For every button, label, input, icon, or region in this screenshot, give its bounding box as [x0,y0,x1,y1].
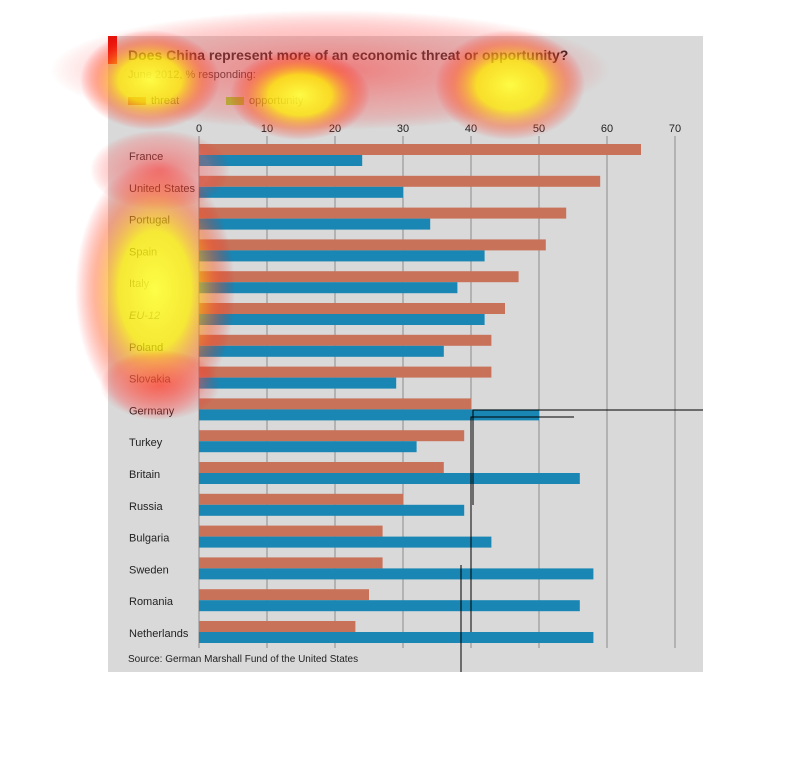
threat-bar [199,271,519,283]
threat-bar [199,525,383,537]
category-label: Romania [129,596,174,608]
category-label: United States [129,183,196,195]
opportunity-bar [199,473,580,484]
threat-bar [199,557,383,569]
x-tick-label-0: 0 [196,123,202,135]
threat-bar [199,398,471,410]
threat-bar [199,207,567,219]
opportunity-bar [199,409,539,421]
threat-bar [199,589,369,601]
category-label: Slovakia [129,374,171,386]
category-label: Bulgaria [129,533,170,545]
threat-bar [199,144,641,155]
annotation-line [472,409,703,505]
x-tick-label-70: 70 [669,123,681,135]
opportunity-bar [199,600,580,612]
opportunity-bar [199,568,594,580]
category-label: Germany [129,405,175,417]
x-tick-label-40: 40 [465,123,477,135]
x-tick-label-10: 10 [261,123,273,135]
category-label: Russia [129,501,164,513]
annotation-line [470,416,574,632]
threat-bar [199,430,465,442]
opportunity-bar [199,441,417,453]
opportunity-bar [199,377,397,389]
threat-bar [199,493,403,505]
source-note: Source: German Marshall Fund of the Unit… [128,654,359,665]
opportunity-bar [199,632,594,643]
category-label: France [129,151,163,163]
category-label: Britain [129,469,160,481]
opportunity-bar [199,186,403,198]
category-label: Poland [129,342,163,354]
opportunity-bar [199,314,485,325]
threat-bar [199,239,546,251]
category-label: Portugal [129,215,170,227]
opportunity-bar [199,282,458,294]
threat-bar [199,175,601,187]
opportunity-bar [199,345,444,357]
opportunity-bar [199,504,465,516]
x-tick-label-60: 60 [601,123,613,135]
threat-bar [199,621,356,632]
category-label: Spain [129,246,157,258]
x-tick-label-50: 50 [533,123,545,135]
opportunity-bar [199,218,431,230]
threat-bar [199,462,444,473]
category-label: Netherlands [129,628,189,640]
threat-bar [199,366,492,378]
category-label: Turkey [129,437,163,449]
opportunity-bar [199,155,363,166]
opportunity-bar [199,250,485,262]
opportunity-bar [199,536,492,548]
category-label: Sweden [129,564,169,576]
x-tick-label-20: 20 [329,123,341,135]
threat-bar [199,303,505,314]
category-label: EU-12 [129,310,160,322]
x-tick-label-30: 30 [397,123,409,135]
threat-bar [199,334,492,346]
category-label: Italy [129,278,150,290]
